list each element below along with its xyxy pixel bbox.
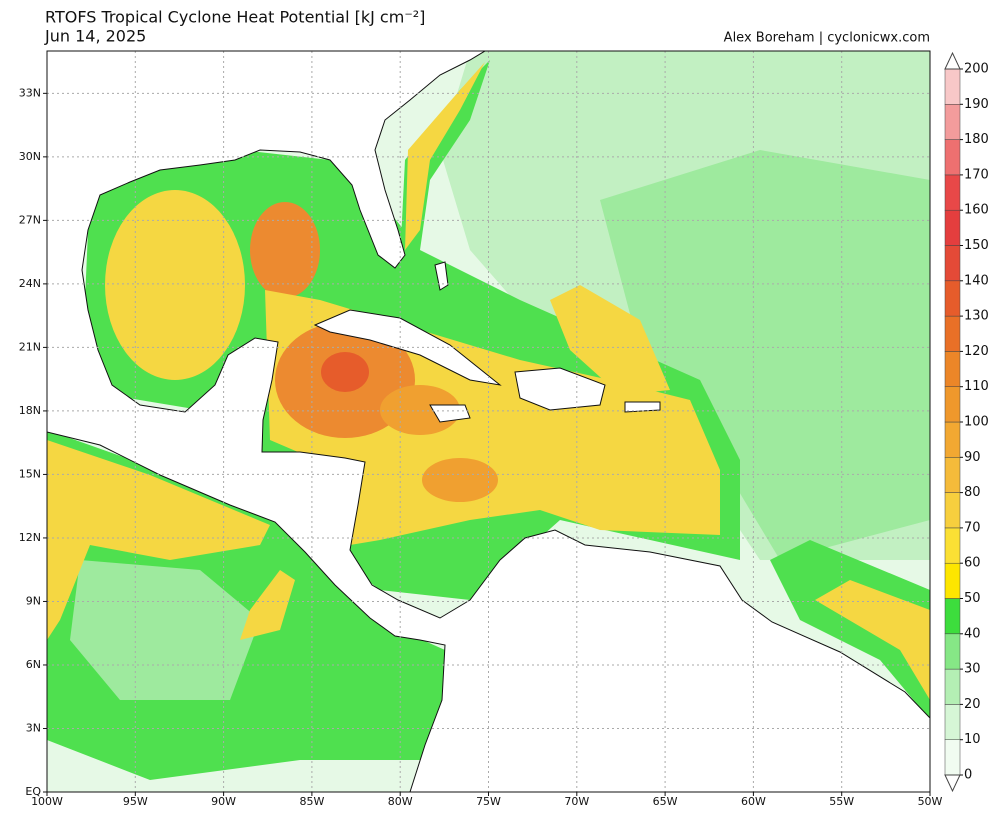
colorbar-bin: [944, 386, 961, 423]
colorbar-bin: [944, 457, 961, 493]
colorbar-bin: [944, 633, 961, 670]
colorbar-bin: [944, 704, 961, 740]
lon-tick-label: 55W: [829, 795, 854, 808]
atlantic-field: [550, 285, 670, 395]
gulf-field: [250, 202, 320, 298]
lat-tick-label: 27N: [19, 213, 41, 226]
date: Jun 14, 2025: [44, 27, 146, 46]
colorbar-tick-label: 0: [964, 768, 972, 783]
colorbar-tick-label: 70: [964, 520, 981, 535]
colorbar-tick-label: 120: [964, 344, 989, 359]
colorbar-bin: [944, 315, 961, 352]
colorbar-bin: [944, 492, 961, 529]
colorbar-tick-label: 180: [964, 132, 989, 147]
atlantic-field: [600, 150, 930, 560]
land: [47, 51, 930, 792]
lat-tick-label: 15N: [19, 467, 41, 480]
lon-tick-label: 95W: [123, 795, 148, 808]
colorbar-bin: [944, 739, 961, 776]
colorbar-tick-label: 40: [964, 626, 981, 641]
lon-tick-label: 70W: [564, 795, 589, 808]
colorbar-bin: [944, 245, 961, 282]
credit: Alex Boreham | cyclonicwx.com: [724, 31, 930, 46]
jamaica: [429, 404, 471, 423]
gulf-stream-field: [405, 62, 485, 250]
lat-tick-label: 33N: [19, 86, 41, 99]
colorbar-tick-label: 140: [964, 273, 989, 288]
lon-tick-label: 90W: [211, 795, 236, 808]
colorbar-bin: [944, 421, 961, 458]
colorbar-tick-label: 20: [964, 697, 981, 712]
colorbar-bin: [944, 139, 961, 176]
lon-tick-label: 60W: [741, 795, 766, 808]
colorbar-tick-label: 30: [964, 662, 981, 677]
colorbar-tick-label: 160: [964, 203, 989, 218]
pacific-field: [240, 570, 295, 640]
gulf-field: [105, 190, 245, 380]
colorbar-tick-label: 110: [964, 379, 989, 394]
lat-tick-label: 24N: [19, 277, 41, 290]
colorbar-extend: [944, 51, 961, 70]
lat-tick-label: 9N: [26, 594, 41, 607]
lon-tick-label: 50W: [918, 795, 943, 808]
colorbar-bin: [944, 351, 961, 387]
lat-tick-label: EQ: [25, 785, 41, 798]
colorbar-bin: [944, 209, 961, 246]
colorbar-tick-label: 50: [964, 591, 981, 606]
colorbar-tick-label: 90: [964, 450, 981, 465]
lat-tick-label: 21N: [19, 340, 41, 353]
lat-tick-label: 6N: [26, 658, 41, 671]
colorbar-tick-label: 150: [964, 238, 989, 253]
colorbar-tick-label: 200: [964, 62, 989, 77]
colorbar-tick-label: 100: [964, 415, 989, 430]
lon-tick-label: 100W: [31, 795, 63, 808]
colorbar-bin: [944, 527, 961, 564]
colorbar-bin: [944, 104, 961, 140]
colorbar-bin: [944, 668, 961, 705]
caribbean-field: [321, 352, 369, 392]
atlantic-field: [815, 580, 930, 700]
lon-tick-label: 75W: [476, 795, 501, 808]
colorbar-bin: [944, 562, 961, 599]
lat-tick-label: 12N: [19, 531, 41, 544]
colorbar-bin: [944, 598, 961, 635]
colorbar-extend: [944, 774, 961, 793]
map: [47, 51, 930, 792]
bahamas: [434, 261, 449, 291]
colorbar-bin: [944, 280, 961, 317]
puerto-rico: [624, 401, 661, 413]
grid: [47, 51, 930, 792]
lon-tick-label: 85W: [299, 795, 324, 808]
caribbean-field: [422, 458, 498, 502]
colorbar-tick-label: 60: [964, 556, 981, 571]
atlantic-field: [770, 540, 930, 720]
colorbar-tick-label: 190: [964, 97, 989, 112]
colorbar-tick-label: 80: [964, 485, 981, 500]
lon-tick-label: 80W: [388, 795, 413, 808]
hispaniola: [514, 367, 606, 411]
colorbar-tick-label: 130: [964, 309, 989, 324]
lon-tick-label: 65W: [653, 795, 678, 808]
lat-tick-label: 18N: [19, 404, 41, 417]
colorbar-tick-label: 10: [964, 732, 981, 747]
colorbar-tick-label: 170: [964, 167, 989, 182]
title: RTOFS Tropical Cyclone Heat Potential [k…: [45, 8, 425, 27]
pacific-field: [47, 440, 270, 640]
colorbar-bin: [944, 174, 961, 211]
colorbar-bin: [944, 68, 961, 105]
lat-tick-label: 30N: [19, 150, 41, 163]
lat-tick-label: 3N: [26, 721, 41, 734]
